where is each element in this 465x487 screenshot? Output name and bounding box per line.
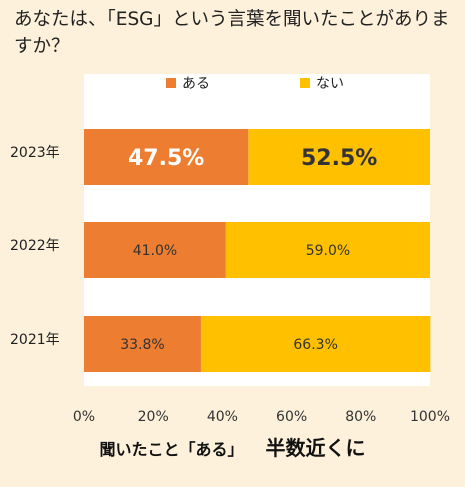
bar-data-label-nai-2: 66.3%: [293, 337, 337, 353]
category-label-2: 2021年: [10, 332, 60, 348]
bar-data-label-nai-1: 59.0%: [306, 243, 350, 259]
x-tick-label-4: 80%: [345, 409, 376, 425]
legend-label-aru: ある: [182, 76, 210, 92]
x-tick-label-0: 0%: [73, 409, 95, 425]
x-tick-label-5: 100%: [410, 409, 450, 425]
legend-swatch-aru: [166, 78, 176, 88]
legend-label-nai: ない: [316, 76, 344, 92]
footer-text-heard: 聞いたこと「ある」: [99, 440, 244, 459]
bar-segment-nai-2: [200, 316, 431, 372]
question-title: あなたは、「ESG」という言葉を聞いたことがありますか？: [14, 9, 450, 57]
bar-segment-nai-1: [225, 222, 430, 278]
stacked-bar-chart: ある ない 47.5% 52.5% 41.0% 59.0% 33.8% 66.3% 202…: [10, 74, 450, 425]
bar-data-label-aru-1: 41.0%: [133, 243, 177, 259]
category-labels: 2023年 2022年 2021年: [10, 145, 60, 348]
bars-group: 47.5% 52.5% 41.0% 59.0% 33.8% 66.3%: [84, 129, 431, 372]
category-label-0: 2023年: [10, 145, 60, 161]
bar-segment-nai-0: [248, 129, 430, 185]
bar-segment-aru-2: [84, 316, 201, 372]
category-label-1: 2022年: [10, 238, 60, 254]
footer-caption: 聞いたこと「ある」 半数近くに: [0, 432, 465, 461]
footer-text-half: 半数近くに: [265, 436, 366, 460]
bar-data-label-aru-0: 47.5%: [128, 146, 204, 171]
x-tick-label-3: 60%: [276, 409, 307, 425]
bar-data-label-aru-2: 33.8%: [120, 337, 164, 353]
x-tick-label-1: 20%: [138, 409, 169, 425]
chart-legend: ある ない: [166, 76, 344, 92]
bar-segment-aru-0: [84, 129, 249, 185]
x-tick-label-2: 40%: [207, 409, 238, 425]
bar-segment-aru-1: [84, 222, 226, 278]
legend-swatch-nai: [300, 78, 310, 88]
x-axis-tick-labels: 0% 20% 40% 60% 80% 100%: [73, 409, 450, 425]
bar-data-label-nai-0: 52.5%: [301, 146, 377, 171]
